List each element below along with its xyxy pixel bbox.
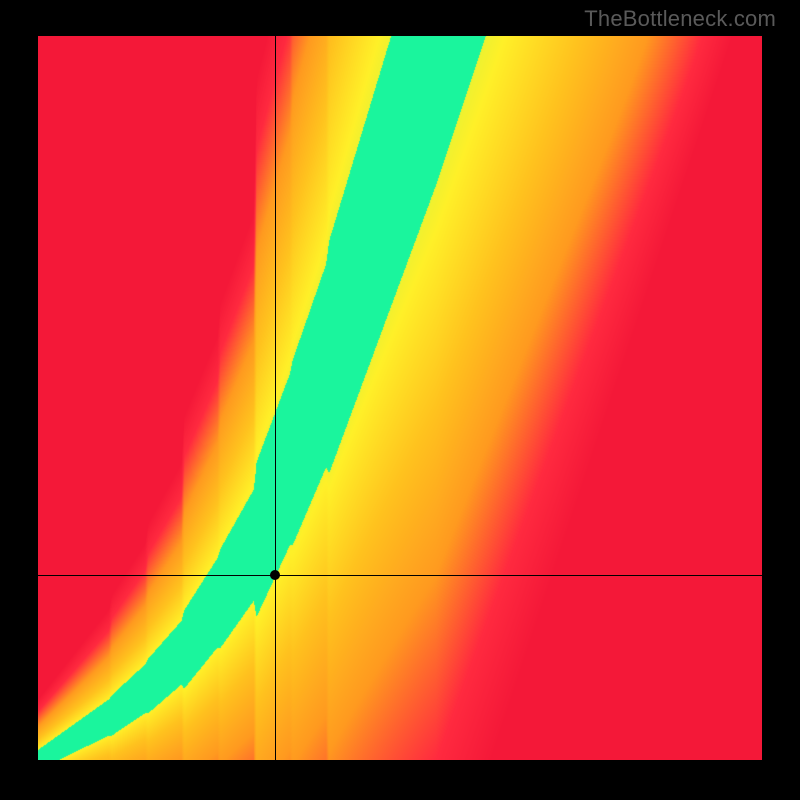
crosshair-horizontal [38, 575, 762, 576]
heatmap-canvas [38, 36, 762, 760]
crosshair-vertical [275, 36, 276, 760]
watermark-text: TheBottleneck.com [584, 6, 776, 32]
heatmap-plot [38, 36, 762, 760]
crosshair-marker [270, 570, 280, 580]
chart-container: TheBottleneck.com [0, 0, 800, 800]
